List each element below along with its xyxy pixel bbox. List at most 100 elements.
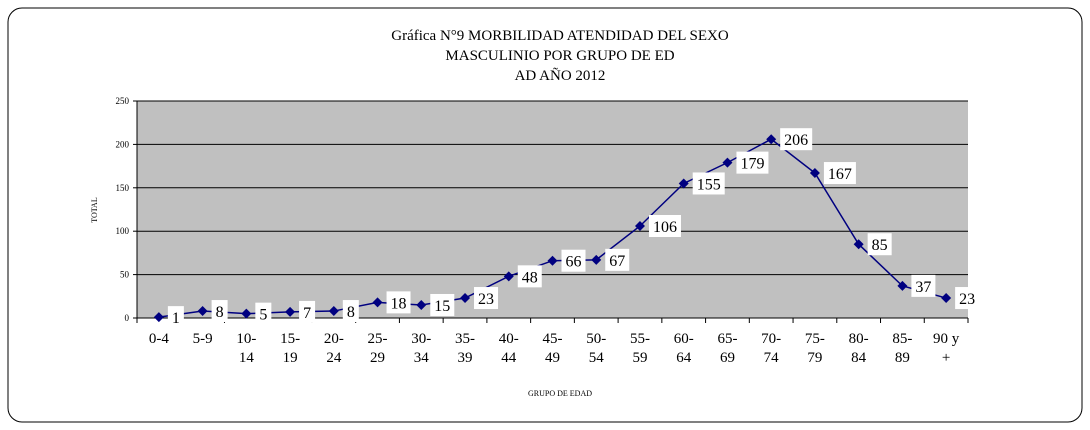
- data-label: 66: [566, 254, 582, 271]
- data-label-group: 15: [430, 293, 455, 316]
- x-tick-label: 15-19: [280, 331, 300, 366]
- x-tick-label: 20-24: [324, 331, 344, 366]
- data-label-group: 1: [167, 306, 184, 329]
- y-tick-label: 200: [116, 139, 130, 149]
- x-axis-label: GRUPO DE EDAD: [528, 389, 592, 398]
- data-point: [460, 293, 471, 304]
- x-tick-label: 70-74: [761, 331, 781, 366]
- data-label: 106: [653, 219, 677, 236]
- x-tick-label: 60-64: [674, 331, 694, 366]
- data-label: 18: [391, 295, 407, 312]
- data-label-box: [692, 172, 725, 195]
- y-tick-label: 50: [120, 270, 130, 280]
- data-label-box: [736, 151, 769, 174]
- data-label-box: [255, 302, 272, 325]
- x-tick-label: 25-29: [368, 331, 388, 366]
- data-label: 206: [784, 132, 808, 149]
- data-point: [241, 308, 252, 319]
- data-label-box: [648, 214, 681, 237]
- data-label: 179: [740, 156, 764, 173]
- data-point: [897, 280, 908, 291]
- data-label: 5: [259, 307, 267, 324]
- y-axis-label: TOTAL: [90, 197, 99, 223]
- data-label-group: 23: [955, 287, 980, 310]
- x-tick-label: 40-44: [499, 331, 519, 366]
- x-tick-label: 50-54: [586, 331, 606, 366]
- data-point: [503, 271, 514, 282]
- data-point: [634, 220, 645, 231]
- data-label: 23: [478, 291, 494, 308]
- x-tick-label: 85-89: [892, 331, 912, 366]
- data-point: [591, 254, 602, 265]
- x-tick-label: 55-59: [630, 331, 650, 366]
- data-label-group: 5: [255, 302, 272, 325]
- chart-title: AD AÑO 2012: [515, 68, 606, 84]
- data-label-group: 85: [867, 233, 892, 256]
- data-label-box: [911, 274, 936, 297]
- data-label-box: [386, 291, 411, 314]
- data-point: [766, 134, 777, 145]
- x-tick-label: 80-84: [849, 331, 869, 366]
- data-point: [809, 168, 820, 179]
- data-label: 23: [959, 291, 975, 308]
- y-tick-label: 100: [116, 226, 130, 236]
- data-point: [153, 312, 164, 323]
- data-label-group: 67: [605, 248, 630, 271]
- x-tick-label: 0-4: [149, 331, 169, 347]
- data-point: [416, 299, 427, 310]
- data-label-box: [605, 248, 630, 271]
- data-label: 167: [828, 166, 852, 183]
- data-point: [722, 157, 733, 168]
- data-label-box: [823, 162, 856, 185]
- data-label-box: [430, 293, 455, 316]
- plot-area: [137, 101, 968, 318]
- data-label-box: [517, 265, 542, 288]
- x-tick-label: 35-39: [455, 331, 475, 366]
- data-label-group: 23: [474, 287, 499, 310]
- data-label-group: 48: [517, 265, 542, 288]
- data-label-box: [867, 233, 892, 256]
- data-point: [547, 255, 558, 266]
- data-label: 1: [172, 310, 180, 327]
- data-label-box: [342, 300, 359, 323]
- data-label: 48: [522, 269, 538, 286]
- data-point: [678, 178, 689, 189]
- data-point: [285, 306, 296, 317]
- data-point: [372, 297, 383, 308]
- data-label-group: 7: [299, 300, 316, 323]
- data-label: 67: [609, 253, 625, 270]
- data-label-group: 8: [211, 300, 228, 323]
- data-label-group: 8: [342, 300, 359, 323]
- data-label-group: 206: [780, 128, 813, 151]
- data-label: 15: [434, 298, 450, 315]
- data-label-box: [211, 300, 228, 323]
- x-tick-label: 30-34: [411, 331, 431, 366]
- data-label-box: [474, 287, 499, 310]
- chart-title: MASCULINIO POR GRUPO DE ED: [445, 48, 674, 64]
- data-label-box: [299, 300, 316, 323]
- data-label: 8: [216, 304, 224, 321]
- y-tick-label: 150: [116, 183, 130, 193]
- x-tick-label: 45-49: [543, 331, 563, 366]
- data-label-box: [955, 287, 980, 310]
- data-label: 155: [697, 176, 721, 193]
- x-tick-label: 75-79: [805, 331, 825, 366]
- data-label-group: 37: [911, 274, 936, 297]
- y-tick-label: 250: [116, 96, 130, 106]
- data-label: 7: [303, 305, 311, 322]
- data-label-box: [561, 249, 586, 272]
- x-tick-label: 10-14: [236, 331, 256, 366]
- data-label-group: 155: [692, 172, 725, 195]
- data-point: [197, 306, 208, 317]
- data-label: 8: [347, 304, 355, 321]
- data-point: [328, 306, 339, 317]
- data-label-group: 66: [561, 249, 586, 272]
- x-tick-label: 65-69: [717, 331, 737, 366]
- data-label-box: [780, 128, 813, 151]
- data-label-group: 179: [736, 151, 769, 174]
- data-label-group: 106: [648, 214, 681, 237]
- x-tick-label: 5-9: [193, 331, 213, 347]
- data-point: [941, 293, 952, 304]
